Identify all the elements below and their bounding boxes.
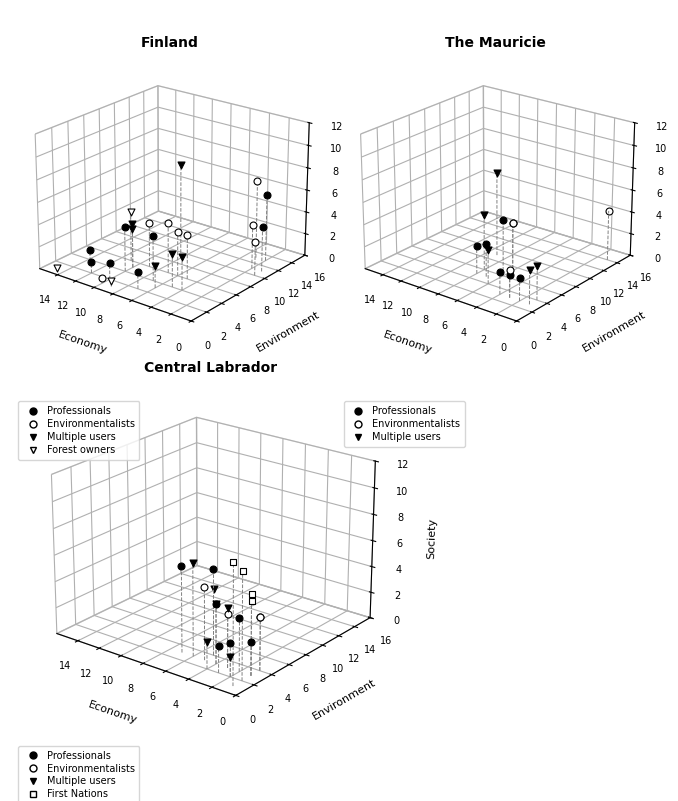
Y-axis label: Environment: Environment — [311, 678, 378, 722]
X-axis label: Economy: Economy — [87, 699, 138, 726]
Title: Finland: Finland — [140, 36, 199, 50]
Title: Central Labrador: Central Labrador — [144, 361, 277, 375]
Y-axis label: Environment: Environment — [580, 309, 647, 354]
Legend: Professionals, Environmentalists, Multiple users, First Nations: Professionals, Environmentalists, Multip… — [18, 746, 140, 801]
Legend: Professionals, Environmentalists, Multiple users, Forest owners: Professionals, Environmentalists, Multip… — [18, 401, 140, 460]
Legend: Professionals, Environmentalists, Multiple users: Professionals, Environmentalists, Multip… — [344, 401, 465, 447]
Title: The Mauricie: The Mauricie — [445, 36, 545, 50]
Y-axis label: Environment: Environment — [255, 309, 322, 354]
X-axis label: Economy: Economy — [382, 330, 434, 356]
X-axis label: Economy: Economy — [56, 330, 108, 356]
